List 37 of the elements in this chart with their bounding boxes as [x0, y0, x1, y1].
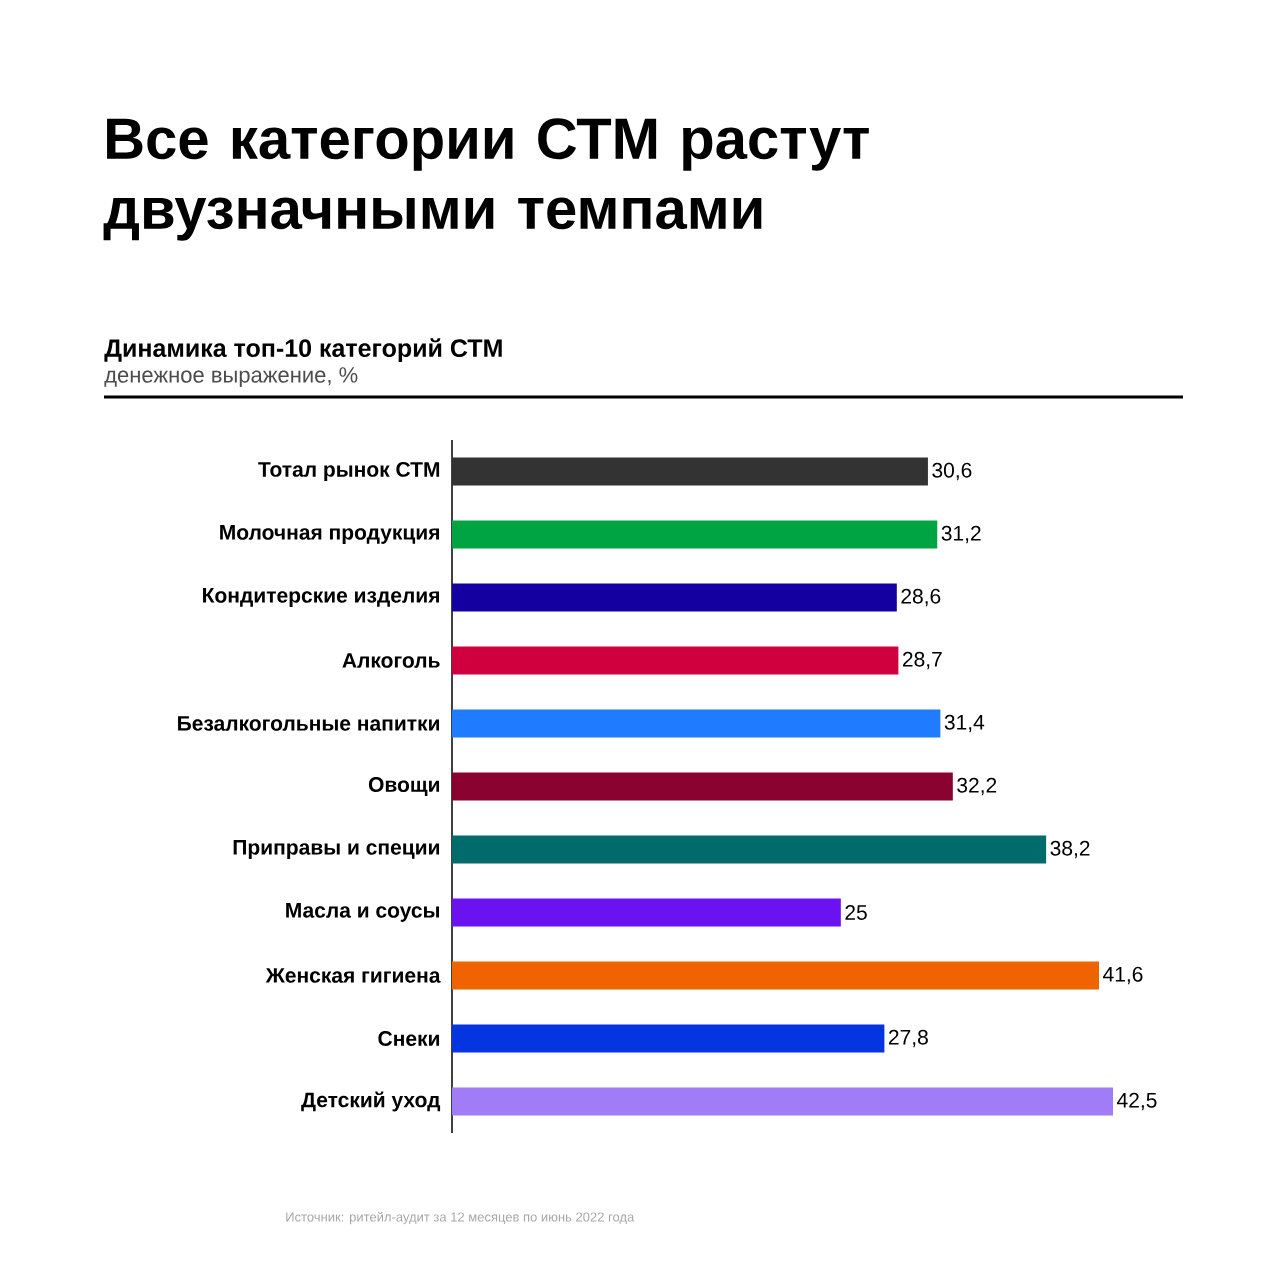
- y-tick-label: Кондитерские изделия: [203, 588, 439, 607]
- text: Источник: ритейл-аудит за 12 месяцев по июнь 2022 года: [286, 1211, 635, 1225]
- y-tick-label: Женская гигиена: [265, 968, 441, 983]
- text: денежное выражение, %: [104, 367, 358, 388]
- data-label: 31,2: [941, 525, 981, 544]
- y-tick-label: Детский уход: [301, 1091, 441, 1112]
- y-tick-label: Молочная продукция: [220, 525, 439, 544]
- data-label: 31,4: [944, 714, 985, 733]
- y-tick-label: Безалкогольные напитки: [178, 716, 440, 731]
- y-tick-label: Снеки: [378, 1031, 440, 1046]
- data-label: 28,6: [901, 588, 941, 607]
- chart-title: Все категории СТМ растут двузначными темпами: [103, 118, 869, 241]
- bar: [452, 772, 953, 801]
- y-tick-label: Алкоголь: [342, 653, 440, 668]
- chart-subtitle: Динамика топ-10 категорий СТМ: [104, 338, 502, 362]
- data-label: 25: [845, 905, 867, 920]
- bar: [452, 961, 1100, 990]
- data-label: 27,8: [888, 1029, 928, 1048]
- bar: [452, 898, 841, 927]
- bar: [452, 1024, 885, 1053]
- data-label: 32,2: [957, 777, 997, 796]
- y-tick-label: Тотал рынок СТМ: [258, 461, 440, 481]
- data-label: 28,7: [902, 651, 942, 670]
- y-tick-label: Приправы и специи: [233, 840, 440, 859]
- bar: [452, 835, 1047, 864]
- bar: [452, 646, 899, 675]
- bar: [452, 520, 938, 549]
- bar: [452, 709, 941, 738]
- y-tick-label: Овощи: [368, 777, 440, 796]
- y-tick-label: Масла и соусы: [286, 903, 440, 922]
- bar: [452, 1087, 1114, 1116]
- data-label: 30,6: [932, 462, 972, 481]
- data-label: 41,6: [1103, 966, 1143, 985]
- data-label: 42,5: [1117, 1092, 1157, 1111]
- bar: [452, 583, 897, 612]
- data-label: 38,2: [1050, 840, 1090, 859]
- bar: [452, 457, 928, 486]
